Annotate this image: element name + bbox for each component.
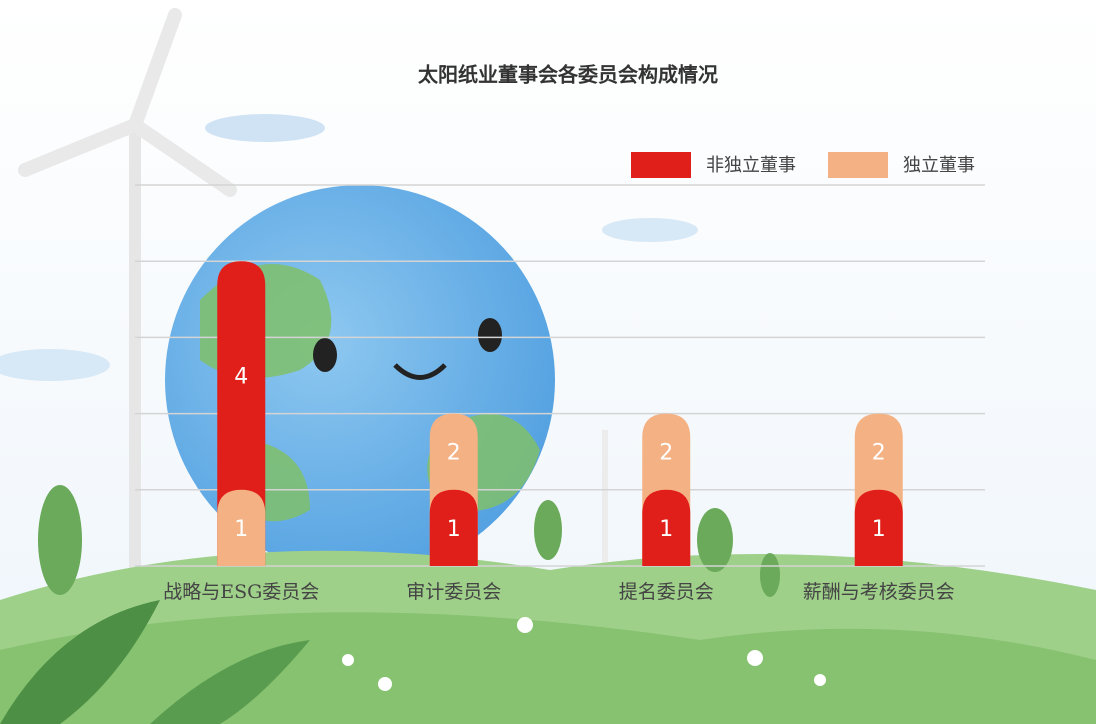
chart-title: 太阳纸业董事会各委员会构成情况	[418, 63, 718, 87]
legend-label: 非独立董事	[706, 155, 796, 176]
x-tick-label: 战略与ESG委员会	[163, 581, 319, 603]
value-label: 1	[234, 517, 248, 542]
background	[0, 0, 1096, 724]
chart: 太阳纸业董事会各委员会构成情况 战略与ESG委员会 4 1 审计委员会 2 1 提名委员会 2…	[0, 0, 1096, 724]
x-tick-label: 薪酬与考核委员会	[803, 581, 955, 603]
value-label: 4	[234, 365, 248, 390]
value-label: 2	[872, 441, 886, 466]
x-tick-label: 提名委员会	[619, 581, 714, 603]
legend-swatch	[828, 152, 888, 178]
legend-swatch	[631, 152, 691, 178]
value-label: 1	[447, 517, 461, 542]
legend-label: 独立董事	[903, 155, 975, 176]
value-label: 1	[659, 517, 673, 542]
value-label: 2	[659, 441, 673, 466]
x-tick-label: 审计委员会	[406, 581, 501, 603]
value-label: 1	[872, 517, 886, 542]
value-label: 2	[447, 441, 461, 466]
